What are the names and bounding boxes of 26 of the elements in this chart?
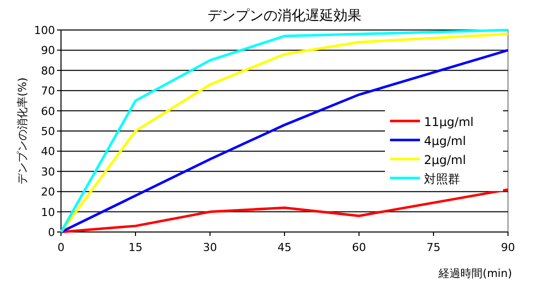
y-tick-label: 50 xyxy=(41,125,55,138)
x-tick-label: 30 xyxy=(203,241,217,254)
legend-label: 2μg/ml xyxy=(424,153,466,167)
legend-label: 4μg/ml xyxy=(424,134,466,148)
y-tick-label: 0 xyxy=(48,226,55,239)
x-tick-label: 15 xyxy=(128,241,142,254)
y-tick-label: 60 xyxy=(41,104,55,118)
chart-title: デンプンの消化遅延効果 xyxy=(208,8,362,24)
x-tick-label: 45 xyxy=(278,241,292,254)
y-tick-label: 70 xyxy=(41,84,55,98)
y-tick-label: 100 xyxy=(34,24,55,37)
x-tick-label: 90 xyxy=(501,241,515,254)
x-tick-label: 75 xyxy=(426,241,440,254)
legend-label: 対照群 xyxy=(424,172,460,186)
y-tick-label: 30 xyxy=(41,165,55,178)
x-axis-title: 経過時間(min) xyxy=(438,267,512,280)
y-tick-label: 20 xyxy=(41,186,55,199)
y-tick-label: 10 xyxy=(41,206,55,219)
x-tick-label: 0 xyxy=(58,241,64,254)
line-series xyxy=(60,188,510,234)
y-tick-label: 80 xyxy=(41,64,55,78)
y-tick-label: 40 xyxy=(41,145,55,158)
legend-label: 11μg/ml xyxy=(424,115,474,129)
x-tick-label: 60 xyxy=(352,241,366,254)
y-axis-title: デンプンの消化率(%) xyxy=(16,77,29,185)
y-tick-label: 90 xyxy=(41,44,55,58)
